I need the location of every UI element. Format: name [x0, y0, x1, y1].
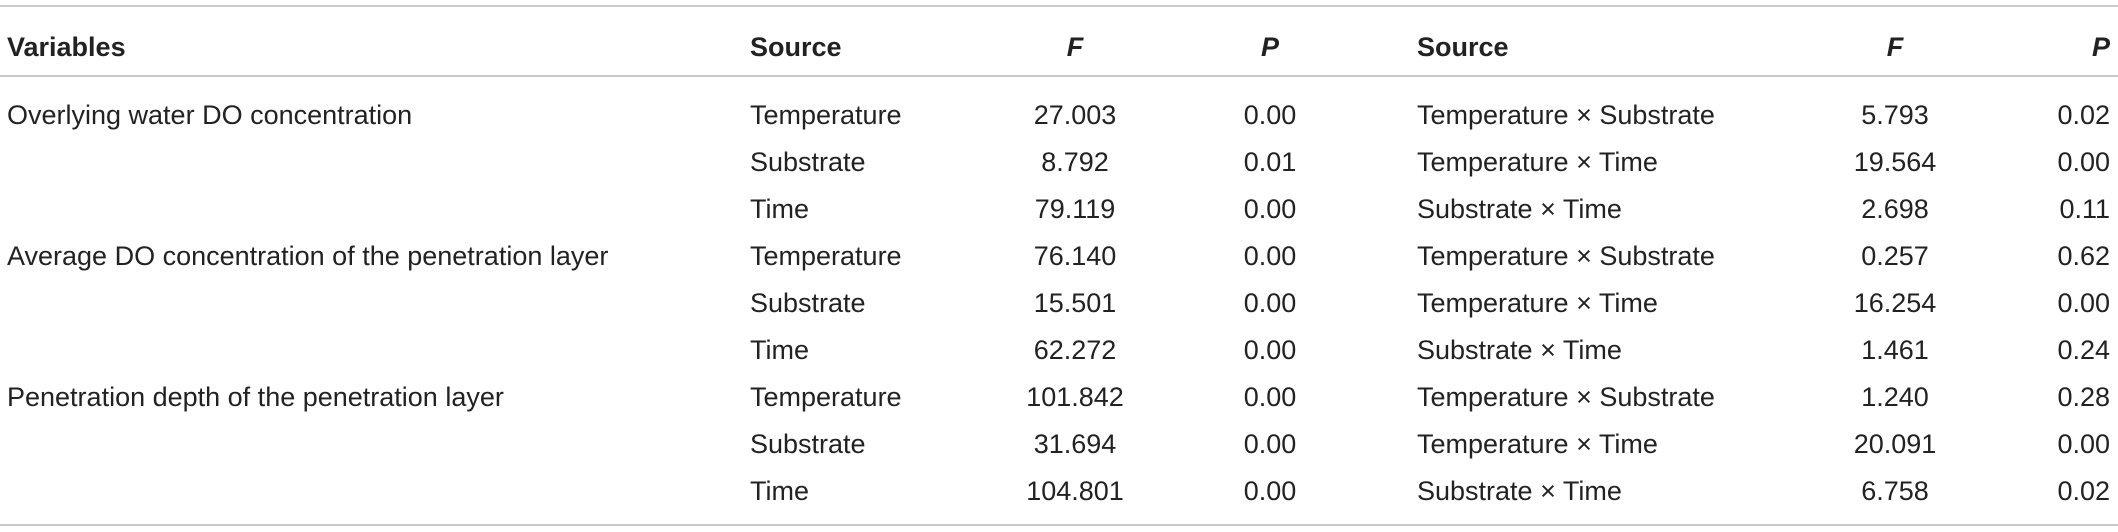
table-header-rule — [0, 75, 2118, 77]
p-value-cell: 0.01 — [1243, 147, 1297, 177]
interaction-p-value-cell: 0.28 — [2057, 382, 2110, 412]
interaction-f-value-cell: 0.257 — [1861, 241, 1929, 271]
table-row: Average DO concentration of the penetrat… — [0, 233, 2118, 280]
interaction-p-value-cell: 0.24 — [2057, 335, 2110, 365]
interaction-f-value-cell: 5.793 — [1861, 100, 1929, 130]
interaction-f-value-cell: 20.091 — [1853, 429, 1937, 459]
p-value-cell: 0.00 — [1243, 288, 1297, 318]
source-cell: Temperature — [750, 100, 902, 130]
interaction-source-cell: Substrate × Time — [1417, 194, 1622, 224]
interaction-f-value-cell: 19.564 — [1853, 147, 1937, 177]
f-value-cell: 8.792 — [1041, 147, 1109, 177]
interaction-f-value-cell: 2.698 — [1861, 194, 1929, 224]
source-cell: Time — [750, 476, 809, 506]
f-value-cell: 79.119 — [1034, 194, 1116, 224]
f-value-cell: 31.694 — [1033, 429, 1117, 459]
p-value-cell: 0.00 — [1243, 241, 1297, 271]
interaction-f-value-cell: 1.461 — [1861, 335, 1929, 365]
f-value-cell: 62.272 — [1033, 335, 1117, 365]
table-row: Substrate 15.501 0.00 Temperature × Time… — [0, 280, 2118, 327]
interaction-f-value-cell: 6.758 — [1861, 476, 1929, 506]
table-row: Time 62.272 0.00 Substrate × Time 1.461 … — [0, 327, 2118, 374]
source-cell: Temperature — [750, 382, 902, 412]
table-row: Time 79.119 0.00 Substrate × Time 2.698 … — [0, 186, 2118, 233]
f-value-cell: 27.003 — [1033, 100, 1117, 130]
source-cell: Time — [750, 335, 809, 365]
header-variables: Variables — [7, 32, 126, 62]
source-cell: Substrate — [750, 429, 866, 459]
p-value-cell: 0.00 — [1243, 476, 1297, 506]
table-row: Substrate 8.792 0.01 Temperature × Time … — [0, 139, 2118, 186]
f-value-cell: 101.842 — [1026, 382, 1124, 412]
interaction-source-cell: Temperature × Time — [1417, 147, 1658, 177]
interaction-source-cell: Temperature × Substrate — [1417, 382, 1715, 412]
interaction-source-cell: Temperature × Time — [1417, 288, 1658, 318]
source-cell: Time — [750, 194, 809, 224]
header-p-2: P — [2091, 32, 2110, 62]
interaction-p-value-cell: 0.00 — [2057, 429, 2110, 459]
header-p-1: P — [1260, 32, 1279, 62]
f-value-cell: 104.801 — [1026, 476, 1124, 506]
f-value-cell: 76.140 — [1033, 241, 1117, 271]
interaction-source-cell: Substrate × Time — [1417, 335, 1622, 365]
f-value-cell: 15.501 — [1033, 288, 1117, 318]
source-cell: Substrate — [750, 147, 866, 177]
header-source-2: Source — [1417, 32, 1509, 62]
table-header-row: Variables Source F P Source F P — [0, 19, 2118, 75]
table-bottom-rule — [0, 524, 2118, 526]
p-value-cell: 0.00 — [1243, 194, 1297, 224]
interaction-f-value-cell: 1.240 — [1861, 382, 1929, 412]
table-top-rule — [0, 5, 2118, 7]
p-value-cell: 0.00 — [1243, 382, 1297, 412]
header-f-2: F — [1886, 32, 1904, 62]
interaction-source-cell: Temperature × Substrate — [1417, 241, 1715, 271]
table-row: Time 104.801 0.00 Substrate × Time 6.758… — [0, 468, 2118, 515]
p-value-cell: 0.00 — [1243, 335, 1297, 365]
table-row: Overlying water DO concentration Tempera… — [0, 92, 2118, 139]
interaction-p-value-cell: 0.00 — [2057, 147, 2110, 177]
table-row: Penetration depth of the penetration lay… — [0, 374, 2118, 421]
p-value-cell: 0.00 — [1243, 429, 1297, 459]
source-cell: Temperature — [750, 241, 902, 271]
interaction-source-cell: Substrate × Time — [1417, 476, 1622, 506]
interaction-source-cell: Temperature × Substrate — [1417, 100, 1715, 130]
interaction-p-value-cell: 0.62 — [2057, 241, 2110, 271]
p-value-cell: 0.00 — [1243, 100, 1297, 130]
interaction-p-value-cell: 0.02 — [2057, 100, 2110, 130]
variable-cell: Penetration depth of the penetration lay… — [7, 382, 504, 412]
source-cell: Substrate — [750, 288, 866, 318]
header-f-1: F — [1066, 32, 1084, 62]
table-row: Substrate 31.694 0.00 Temperature × Time… — [0, 421, 2118, 468]
interaction-source-cell: Temperature × Time — [1417, 429, 1658, 459]
interaction-p-value-cell: 0.00 — [2057, 288, 2110, 318]
variable-cell: Average DO concentration of the penetrat… — [7, 241, 609, 271]
interaction-f-value-cell: 16.254 — [1853, 288, 1937, 318]
interaction-p-value-cell: 0.11 — [2059, 194, 2110, 224]
variable-cell: Overlying water DO concentration — [7, 100, 413, 130]
header-source-1: Source — [750, 32, 842, 62]
interaction-p-value-cell: 0.02 — [2057, 476, 2110, 506]
